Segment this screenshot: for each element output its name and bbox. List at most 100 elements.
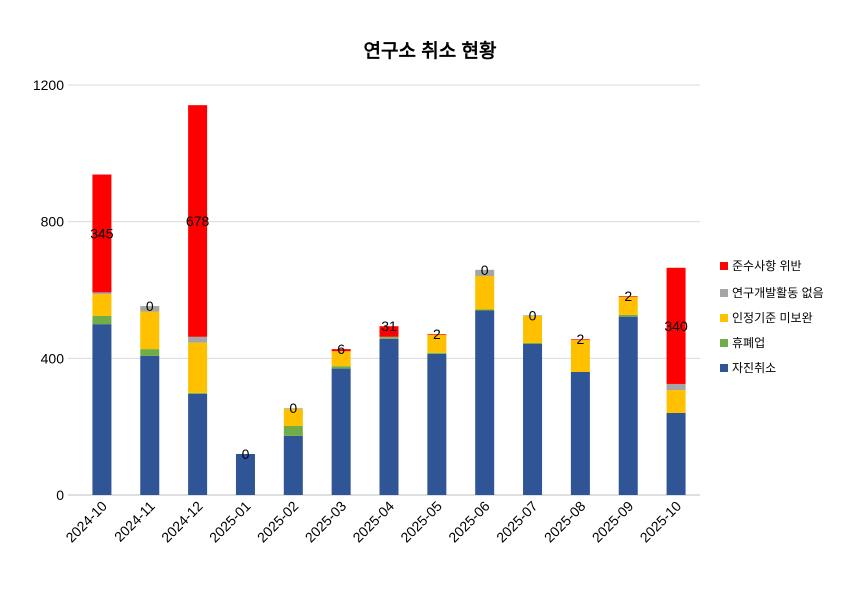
y-tick-label: 0 [56,487,64,503]
legend-label: 준수사항 위반 [732,259,802,273]
legend-swatch [720,314,728,322]
bar-segment [427,352,447,354]
chart-title: 연구소 취소 현황 [364,39,497,62]
bar-segment [331,349,351,352]
bar-segment [331,351,351,367]
data-label: 2 [624,288,632,304]
bar-segment [188,392,208,394]
data-label: 31 [381,318,397,334]
bar-segment [666,413,686,495]
x-tick-label: 2024-10 [62,498,110,546]
bar-segment [283,435,303,495]
bar-segment [570,372,590,495]
legend-item: 휴폐업 [720,336,765,350]
x-tick-label: 2024-12 [158,498,206,546]
legend-label: 휴폐업 [732,336,765,350]
bar-segment [523,315,543,343]
bar-segment [379,337,399,339]
bar-segment [427,353,447,495]
legend-item: 자진취소 [720,361,776,375]
y-tick-label: 400 [41,350,65,366]
legend-swatch [720,364,728,372]
x-tick-label: 2025-03 [302,498,350,546]
bar-segment [475,275,495,310]
x-tick-label: 2025-02 [254,498,302,546]
bar-segment [523,343,543,495]
y-tick-label: 800 [41,214,65,230]
x-tick-label: 2025-10 [637,498,685,546]
bar-segment [666,383,686,391]
bar-segment [92,294,112,316]
bar-segment [475,269,495,276]
bar-segment [475,310,495,495]
y-axis: 0 400 800 1200 [33,77,64,503]
data-label: 0 [289,400,297,416]
x-axis: 2024-10 2024-11 2024-12 2025-01 2025-02 2025-… [62,498,684,546]
bar-segment [666,267,686,384]
x-tick-label: 2025-09 [589,498,637,546]
data-label: 0 [242,446,250,462]
bar-segment [427,334,447,335]
bar-segment [188,393,208,495]
bar-segment [427,334,447,353]
bar-segment [283,408,303,426]
data-label: 340 [664,318,688,334]
bar-segment [188,105,208,337]
legend-label: 연구개발활동 없음 [732,286,824,300]
data-label: 6 [337,341,345,357]
bar-segment [188,336,208,343]
legend-swatch [720,262,728,270]
data-label: 0 [529,307,537,323]
bar-segment [140,306,160,312]
legend-label: 자진취소 [732,361,776,375]
bar-segment [331,366,351,369]
x-tick-label: 2025-01 [206,498,254,546]
bar-segment [618,316,638,495]
bar-segment [140,355,160,495]
data-label: 2 [433,326,441,342]
x-tick-label: 2025-07 [493,498,541,546]
bars [92,105,686,495]
x-tick-label: 2025-04 [349,498,397,546]
x-tick-label: 2025-05 [397,498,445,546]
x-tick-label: 2025-08 [541,498,589,546]
bar-segment [92,324,112,495]
bar-segment [523,315,543,316]
legend-item: 인정기준 미보완 [720,311,813,325]
bar-segment [188,342,208,393]
bar-segment [666,390,686,413]
bar-segment [92,315,112,325]
legend-swatch [720,339,728,347]
legend-label: 인정기준 미보완 [732,311,813,325]
legend-item: 준수사항 위반 [720,259,802,273]
bar-segment [618,314,638,317]
bar-segment [235,454,255,495]
data-label: 2 [576,331,584,347]
data-label: 678 [186,213,210,229]
legend-item: 연구개발활동 없음 [720,286,824,300]
y-tick-label: 1200 [33,77,64,93]
data-label: 0 [481,262,489,278]
bar-segment [379,338,399,495]
bar-segment [523,342,543,344]
bar-segment [283,425,303,436]
data-label: 345 [90,225,114,241]
bar-segment [475,309,495,311]
legend-swatch [720,289,728,297]
bar-segment [140,311,160,350]
x-tick-label: 2024-11 [111,498,158,545]
data-label: 0 [146,298,154,314]
bar-segment [379,326,399,337]
bar-segment [92,174,112,293]
bar-segment [618,296,638,297]
x-tick-label: 2025-06 [445,498,493,546]
bar-segment [331,368,351,495]
bar-segment [570,339,590,372]
data-labels: 345 0 678 0 0 6 31 2 0 0 2 2 340 [90,213,688,462]
bar-segment [140,349,160,356]
bar-segment [618,296,638,315]
bar-segment [283,408,303,409]
bar-segment [92,292,112,295]
